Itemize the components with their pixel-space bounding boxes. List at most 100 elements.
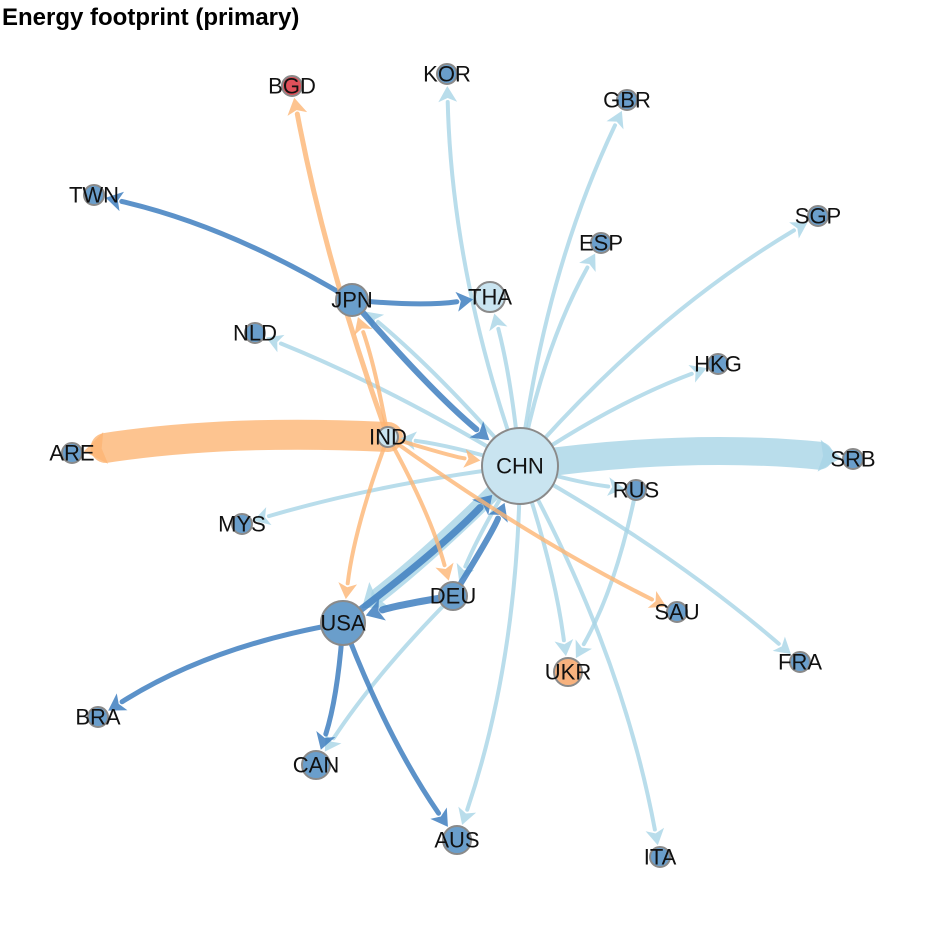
edges-layer xyxy=(83,85,842,846)
arrowhead-usa-aus xyxy=(430,807,448,827)
node-can[interactable]: CAN xyxy=(293,750,339,780)
arrowhead-chn-sgp xyxy=(789,222,808,239)
node-circle-esp xyxy=(590,232,612,254)
node-circle-jpn xyxy=(335,283,369,317)
node-bgd[interactable]: BGD xyxy=(268,74,316,99)
node-circle-ita xyxy=(649,846,671,868)
edge-ind-jpn xyxy=(361,330,390,439)
edge-chn-fra xyxy=(518,464,781,646)
edge-jpn-twn xyxy=(119,198,355,303)
arrowhead-chn-fra xyxy=(772,636,791,655)
edge-usa-aus xyxy=(340,620,442,816)
edge-ind-usa xyxy=(345,435,390,586)
node-ukr[interactable]: UKR xyxy=(545,657,591,687)
node-label-jpn: JPN xyxy=(331,288,373,313)
node-chn[interactable]: CHN xyxy=(481,427,559,505)
node-circle-tha xyxy=(474,281,506,313)
arrowhead-chn-ita xyxy=(645,827,665,846)
edge-chn-sgp xyxy=(518,228,796,468)
node-twn[interactable]: TWN xyxy=(69,183,119,208)
chart-title: Energy footprint (primary) xyxy=(2,4,300,31)
node-kor[interactable]: KOR xyxy=(423,62,471,87)
edge-chn-ita xyxy=(518,464,657,832)
node-circle-rus xyxy=(625,479,647,501)
node-circle-aus xyxy=(442,825,472,855)
arrowhead-ind-are xyxy=(83,432,109,464)
node-label-chn: CHN xyxy=(496,454,544,479)
edge-chn-kor xyxy=(445,99,522,468)
node-circle-twn xyxy=(83,184,105,206)
node-deu[interactable]: DEU xyxy=(430,581,476,611)
arrowhead-chn-mys xyxy=(253,507,272,526)
node-circle-are xyxy=(61,442,83,464)
arrowhead-chn-rus xyxy=(607,477,625,496)
node-aus[interactable]: AUS xyxy=(434,825,480,855)
edge-usa-bra xyxy=(119,620,346,705)
node-sau[interactable]: SAU xyxy=(654,600,699,625)
node-circle-sgp xyxy=(807,205,829,227)
node-ita[interactable]: ITA xyxy=(644,845,677,870)
node-label-aus: AUS xyxy=(434,828,479,853)
node-label-nld: NLD xyxy=(233,321,277,346)
arrowhead-ind-deu xyxy=(435,562,454,581)
node-circle-fra xyxy=(789,651,811,673)
node-label-hkg: HKG xyxy=(694,352,742,377)
edge-ind-sau xyxy=(386,435,654,602)
node-fra[interactable]: FRA xyxy=(778,650,822,675)
arrowhead-chn-tha xyxy=(489,313,508,332)
node-circle-ind xyxy=(377,426,399,448)
node-circle-nld xyxy=(244,322,266,344)
node-rus[interactable]: RUS xyxy=(613,478,659,503)
arrowhead-chn-aus xyxy=(458,806,477,825)
node-label-fra: FRA xyxy=(778,650,822,675)
arrowhead-jpn-tha xyxy=(455,291,474,312)
node-label-deu: DEU xyxy=(430,584,476,609)
node-tha[interactable]: THA xyxy=(468,281,512,313)
node-label-kor: KOR xyxy=(423,62,471,87)
node-circle-can xyxy=(301,750,331,780)
node-label-ind: IND xyxy=(369,425,407,450)
node-label-twn: TWN xyxy=(69,183,119,208)
node-jpn[interactable]: JPN xyxy=(331,283,373,317)
arrowhead-ind-usa xyxy=(338,582,358,600)
arrowhead-chn-jpn xyxy=(365,311,385,330)
node-circle-bgd xyxy=(281,75,303,97)
node-label-ita: ITA xyxy=(644,845,677,870)
edge-ind-deu xyxy=(386,435,447,568)
edge-chn-srb xyxy=(506,436,834,480)
node-are[interactable]: ARE xyxy=(49,441,94,466)
edge-ind-bgd xyxy=(294,111,391,440)
node-circle-hkg xyxy=(707,353,729,375)
node-hkg[interactable]: HKG xyxy=(694,352,742,377)
node-label-can: CAN xyxy=(293,753,339,778)
edge-chn-aus xyxy=(465,464,522,812)
arrowhead-usa-bra xyxy=(108,693,128,711)
node-label-sgp: SGP xyxy=(795,204,841,229)
arrowhead-chn-esp xyxy=(579,253,596,273)
arrowhead-jpn-chn xyxy=(469,421,490,441)
arrowhead-chn-gbr xyxy=(606,110,624,130)
arrowhead-deu-can xyxy=(324,733,342,752)
node-sgp[interactable]: SGP xyxy=(795,204,841,229)
node-usa[interactable]: USA xyxy=(320,600,366,646)
edge-ind-are xyxy=(90,419,403,463)
node-esp[interactable]: ESP xyxy=(579,231,623,256)
node-bra[interactable]: BRA xyxy=(75,705,121,730)
edge-ind-chn xyxy=(386,435,467,461)
edge-usa-chn xyxy=(339,503,484,627)
node-nld[interactable]: NLD xyxy=(233,321,277,346)
arrowhead-jpn-twn xyxy=(105,191,125,212)
arrowhead-deu-usa xyxy=(365,599,386,621)
edge-rus-ukr xyxy=(581,488,638,647)
node-ind[interactable]: IND xyxy=(369,425,407,450)
node-circle-usa xyxy=(320,600,366,646)
node-mys[interactable]: MYS xyxy=(218,512,266,537)
arrowhead-chn-kor xyxy=(438,85,458,103)
node-gbr[interactable]: GBR xyxy=(603,88,651,113)
node-circle-srb xyxy=(842,448,864,470)
node-label-sau: SAU xyxy=(654,600,699,625)
node-circle-sau xyxy=(666,601,688,623)
node-srb[interactable]: SRB xyxy=(830,447,875,472)
node-label-usa: USA xyxy=(320,611,366,636)
